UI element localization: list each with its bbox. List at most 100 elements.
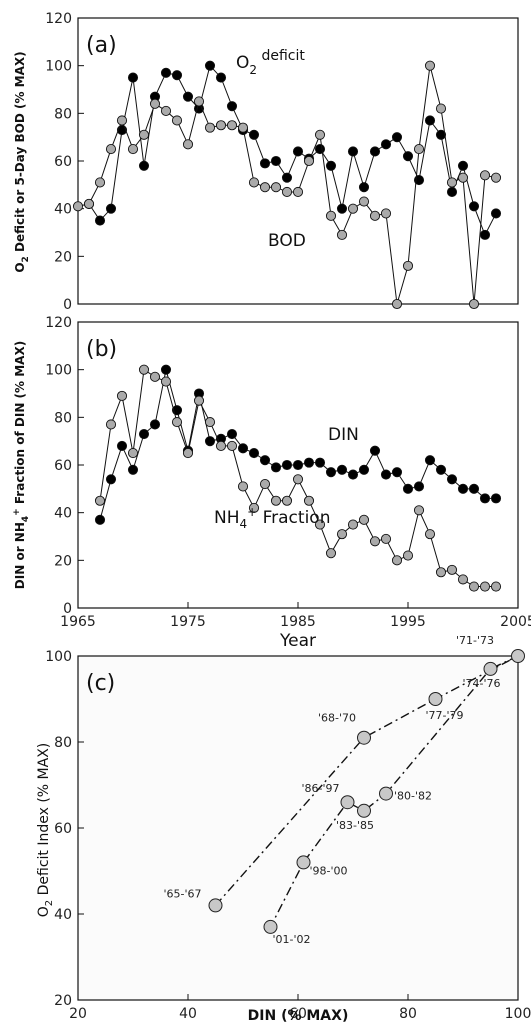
panel-a-bod-point [348,204,357,213]
panel-a-bod-point [139,130,148,139]
panel-a-bod-point [106,144,115,153]
panel-b-din-point [161,365,170,374]
panel-a-o2-deficit-point [392,133,401,142]
panel-a-o2-deficit-point [95,216,104,225]
panel-a-o2-deficit-point [183,92,192,101]
panel-a-bod-point [304,156,313,165]
panel-a-o2-deficit-point [348,147,357,156]
panel-b-x-tick-label: 1965 [60,614,96,630]
panel-b-din-point [392,468,401,477]
panel-c-point [512,650,525,663]
panel-b-nh4-fraction-point [95,496,104,505]
panel-b-nh4-fraction-point [370,537,379,546]
panel-a-o2-deficit-point [139,161,148,170]
panel-b-nh4-fraction-point [117,391,126,400]
panel-b-nh4-fraction-point [183,448,192,457]
panel-c-point [429,693,442,706]
panel-a-bod-point [337,230,346,239]
panel-a-o2-deficit-point [172,71,181,80]
din-series-label: DIN [328,425,359,445]
panel-a-bod-point [161,106,170,115]
panel-b-din-point [447,475,456,484]
panel-b-din-point [95,515,104,524]
panel-b-x-axis-label: Year [279,631,316,651]
panel-a-y-tick-label: 80 [54,106,72,122]
panel-c-point [341,796,354,809]
panel-c-point [209,899,222,912]
panel-b-din-point [227,429,236,438]
panel-a-bod-point [227,121,236,130]
panel-b-din-point [282,460,291,469]
panel-c-point-label: '74-'76 [463,677,501,690]
panel-a-bod-point [172,116,181,125]
panel-a-o2-deficit-point [249,130,258,139]
panel-b-nh4-fraction-point [293,475,302,484]
panel-b-nh4-fraction-point [260,479,269,488]
panel-a-y-tick-label: 0 [63,297,72,313]
panel-a-o2-deficit-point [491,209,500,218]
panel-a-bod-point [249,178,258,187]
panel-a-bod-point [392,299,401,308]
panel-c-y-tick-label: 80 [54,735,72,751]
panel-c-y-tick-label: 100 [45,649,72,665]
panel-a-bod-point [326,211,335,220]
panel-c-point-label: '83-'85 [336,819,374,832]
panel-b-din-point [359,465,368,474]
panel-a-bod-point [260,183,269,192]
panel-b-din-point [150,420,159,429]
panel-a-bod-point [370,211,379,220]
panel-b-nh4-fraction-point [172,418,181,427]
panel-c-point [358,731,371,744]
panel-a-o2-deficit-point [403,152,412,161]
panel-a-o2-deficit-point [282,173,291,182]
panel-b-din-point [315,458,324,467]
panel-a-o2-deficit-point [161,68,170,77]
panel-b-din-point [106,475,115,484]
panel-b-nh4-fraction-point [447,565,456,574]
panel-a-y-tick-label: 20 [54,249,72,265]
panel-a-o2-deficit-line [89,66,496,235]
panel-a-bod-point [293,187,302,196]
panel-b-nh4-fraction-point [227,441,236,450]
panel-b-x-tick-label: 2005 [500,614,531,630]
panel-a-o2-deficit-point [469,202,478,211]
panel-c-point-label: '71-'73 [456,634,494,647]
panel-b-din-point [480,494,489,503]
panel-b-din-point [238,444,247,453]
panel-b-nh4-fraction-point [359,515,368,524]
panel-a-o2-deficit-point [370,147,379,156]
panel-b-y-tick-label: 100 [45,363,72,379]
panel-b-din-point [469,484,478,493]
panel-b-din-point [414,482,423,491]
panel-b: 020406080100120 19651975198519952005 (b)… [12,315,531,651]
panel-a-o2-deficit-point [326,161,335,170]
panel-a-o2-deficit-point [216,73,225,82]
panel-b-label: (b) [86,337,117,362]
panel-c-point-label: '86-'97 [302,782,340,795]
panel-c-point-label: '68-'70 [318,712,356,725]
panel-b-nh4-fraction-point [106,420,115,429]
bod-series-label: BOD [268,231,306,251]
panel-a-bod-point [128,144,137,153]
panel-c-point-label: '01-'02 [273,933,311,946]
panel-b-y-tick-label: 20 [54,553,72,569]
panel-c-frame [78,656,518,1000]
panel-c-point-label: '80-'82 [394,790,432,803]
panel-b-nh4-fraction-point [480,582,489,591]
panel-b-nh4-fraction-point [348,520,357,529]
panel-c-y-tick-label: 60 [54,821,72,837]
panel-c-point-label: '65-'67 [164,887,202,900]
panel-c-x-tick-label: 20 [69,1006,87,1022]
panel-a-o2-deficit-point [271,156,280,165]
panel-b-din-point [139,429,148,438]
panel-a-bod-line [78,66,496,304]
panel-b-din-point [425,456,434,465]
panel-a-o2-deficit-point [447,187,456,196]
panel-b-din-point [370,446,379,455]
panel-c-point [297,856,310,869]
panel-b-nh4-fraction-point [205,418,214,427]
panel-b-nh4-fraction-point [194,396,203,405]
panel-a-o2-deficit-point [381,140,390,149]
panel-a-bod-point [425,61,434,70]
panel-a-bod-point [491,173,500,182]
